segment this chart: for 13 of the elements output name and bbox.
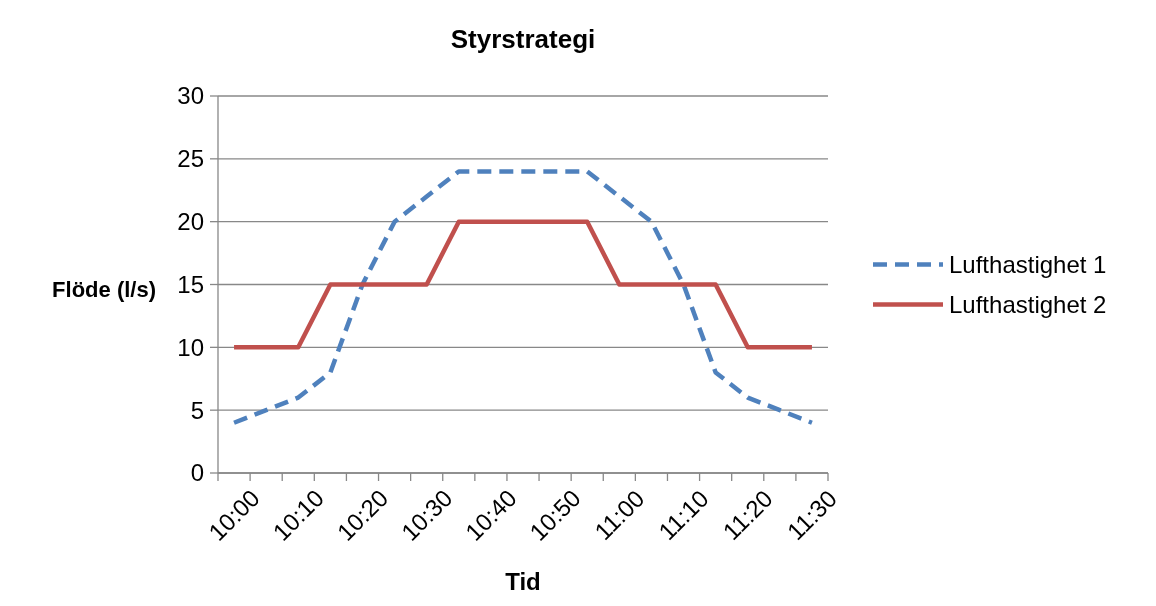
y-tick-label: 0 [190,459,204,487]
x-axis-title: Tid [505,568,541,595]
legend-label: Lufthastighet 1 [949,250,1107,278]
y-tick-label: 10 [177,333,204,361]
legend-label: Lufthastighet 2 [949,290,1107,318]
y-tick-label: 20 [177,208,204,236]
y-tick-label: 30 [177,82,204,110]
y-tick-label: 5 [190,396,204,424]
y-axis-title: Flöde (l/s) [52,276,156,302]
y-tick-label: 15 [177,270,204,298]
y-tick-label: 25 [177,145,204,173]
line-series [231,169,815,425]
chart-title: Styrstrategi [450,24,596,54]
